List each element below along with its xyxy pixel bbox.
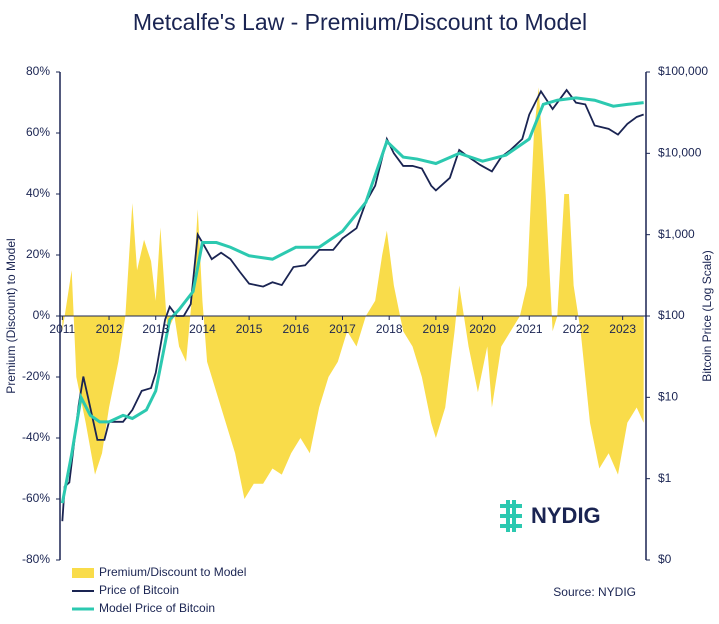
x-tick-label: 2020 <box>469 322 496 336</box>
line <box>61 88 644 522</box>
y-tick-label: -40% <box>22 430 50 444</box>
y-tick-label: 0% <box>33 308 51 322</box>
chart-title: Metcalfe's Law - Premium/Discount to Mod… <box>133 9 587 35</box>
y-tick-label: 20% <box>26 247 50 261</box>
y2-tick-label: $1 <box>658 471 672 485</box>
legend-label: Premium/Discount to Model <box>99 565 246 579</box>
y-axis-label: Premium (Discount) to Model <box>4 238 18 393</box>
logo-text: NYDIG <box>531 503 601 528</box>
x-tick-label: 2014 <box>189 322 216 336</box>
y2-tick-label: $100,000 <box>658 64 708 78</box>
source: Source: NYDIG <box>553 585 636 599</box>
x-tick-label: 2017 <box>329 322 356 336</box>
x-tick-label: 2012 <box>96 322 123 336</box>
y2-tick-label: $0 <box>658 552 672 566</box>
y-tick-label: -60% <box>22 491 50 505</box>
x-tick-label: 2019 <box>423 322 450 336</box>
x-tick-label: 2011 <box>49 322 75 336</box>
y-tick-label: -20% <box>22 369 50 383</box>
x-tick-label: 2013 <box>142 322 169 336</box>
y-tick-label: 80% <box>26 64 50 78</box>
line <box>60 96 644 504</box>
x-tick-label: 2022 <box>563 322 590 336</box>
legend-swatch <box>72 568 94 578</box>
x-tick-label: 2016 <box>282 322 309 336</box>
x-tick-label: 2021 <box>516 322 543 336</box>
logo: NYDIG <box>500 500 601 532</box>
x-tick-label: 2018 <box>376 322 403 336</box>
y2-tick-label: $10 <box>658 390 678 404</box>
logo-icon <box>500 500 522 532</box>
y-tick-label: 60% <box>26 125 50 139</box>
area <box>62 87 644 499</box>
legend-label: Model Price of Bitcoin <box>99 601 215 615</box>
legend-label: Price of Bitcoin <box>99 583 179 597</box>
y-tick-label: -80% <box>22 552 50 566</box>
x-tick-label: 2015 <box>236 322 263 336</box>
y2-axis-label: Bitcoin Price (Log Scale) <box>700 250 714 381</box>
y2-tick-label: $1,000 <box>658 227 695 241</box>
x-tick-label: 2023 <box>609 322 636 336</box>
y-tick-label: 40% <box>26 186 50 200</box>
y2-tick-label: $10,000 <box>658 146 702 160</box>
y2-tick-label: $100 <box>658 308 685 322</box>
